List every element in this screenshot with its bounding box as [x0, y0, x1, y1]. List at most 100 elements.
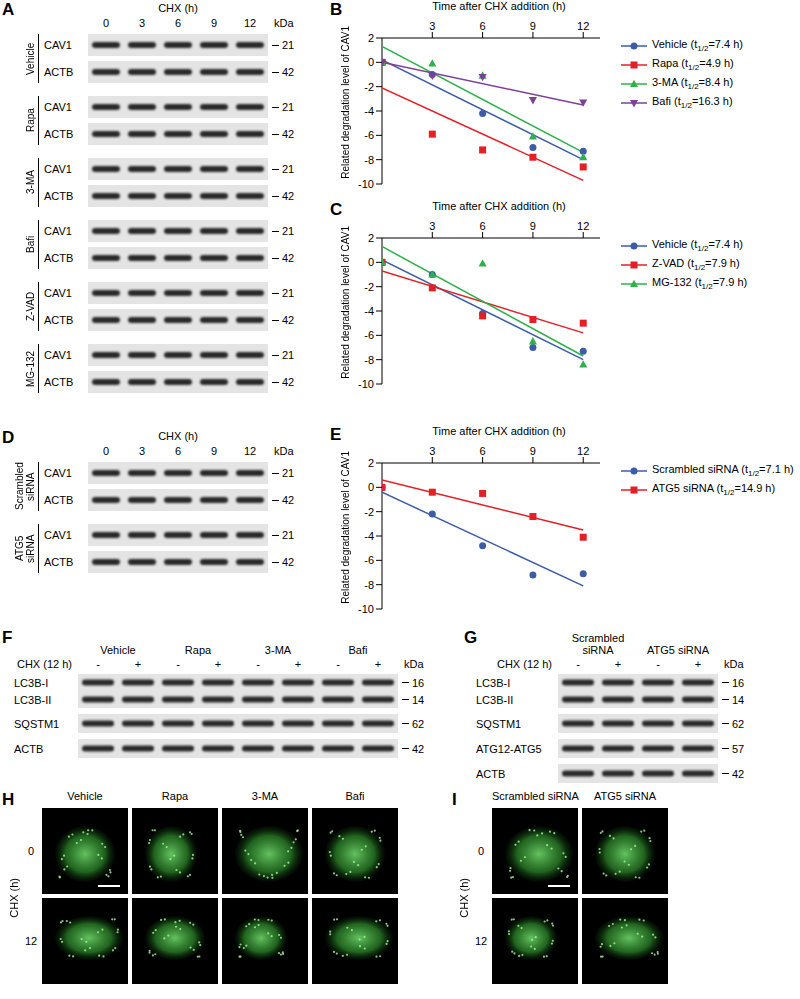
svg-text:-8: -8 — [364, 579, 374, 591]
html-text:ACTB: ACTB — [476, 767, 506, 780]
svg-text:2: 2 — [368, 457, 374, 469]
svg-text:12: 12 — [577, 445, 589, 457]
html-text:62: 62 — [412, 717, 425, 730]
html-text:ATG5 siRNA: ATG5 siRNA — [646, 643, 710, 656]
html-text:ATG5 siRNA: ATG5 siRNA — [14, 534, 36, 563]
html-text:42: 42 — [282, 252, 295, 264]
html-text:42: 42 — [282, 314, 295, 326]
html-text:ACTB: ACTB — [44, 66, 74, 78]
svg-text:-10: -10 — [358, 378, 374, 390]
html-text:14: 14 — [412, 693, 425, 706]
svg-text:2: 2 — [368, 32, 374, 44]
svg-text:9: 9 — [530, 20, 536, 32]
html-text:ATG5 siRNA (t1/2=14.9 h): ATG5 siRNA (t1/2=14.9 h) — [652, 481, 776, 498]
html-text:16: 16 — [732, 676, 745, 689]
html-text:SQSTM1: SQSTM1 — [476, 717, 522, 730]
svg-text:-2: -2 — [364, 81, 374, 93]
html-text:B: B — [330, 0, 343, 19]
html-text:21: 21 — [282, 163, 295, 175]
html-text:LC3B-I: LC3B-I — [476, 676, 511, 689]
html-text:D: D — [2, 428, 15, 447]
svg-text:3: 3 — [429, 20, 435, 32]
html-text:A: A — [2, 0, 15, 19]
html-text:ACTB: ACTB — [44, 314, 74, 326]
html-text:MG-132 (t1/2=7.9 h): MG-132 (t1/2=7.9 h) — [652, 275, 748, 292]
html-text:ACTB: ACTB — [44, 190, 74, 202]
html-text:Scrambled siRNA (t1/2=7.1 h): Scrambled siRNA (t1/2=7.1 h) — [652, 462, 794, 479]
svg-text:6: 6 — [480, 220, 486, 232]
svg-text:0: 0 — [368, 256, 374, 268]
html-text:G: G — [464, 628, 478, 647]
html-text:CAV1: CAV1 — [44, 349, 72, 361]
html-text:C: C — [330, 200, 343, 219]
html-text:62: 62 — [732, 717, 745, 730]
html-text:21: 21 — [282, 39, 295, 51]
html-text:16: 16 — [412, 676, 425, 689]
html-text:CAV1: CAV1 — [44, 39, 72, 51]
html-text:42: 42 — [732, 767, 745, 780]
html-text:Rapa (t1/2=4.9 h): Rapa (t1/2=4.9 h) — [652, 56, 734, 73]
html-text:kDa: kDa — [274, 17, 294, 29]
html-text:Rapa: Rapa — [184, 643, 212, 656]
html-text:SQSTM1: SQSTM1 — [14, 717, 60, 730]
svg-text:9: 9 — [530, 220, 536, 232]
html-text:3-MA (t1/2=8.4 h): 3-MA (t1/2=8.4 h) — [652, 75, 734, 92]
html-text:Bafi (t1/2=16.3 h): Bafi (t1/2=16.3 h) — [652, 94, 733, 111]
svg-text:12: 12 — [577, 20, 589, 32]
html-text:CAV1: CAV1 — [44, 163, 72, 175]
svg-text:9: 9 — [530, 445, 536, 457]
html-text:Vehicle (t1/2=7.4 h): Vehicle (t1/2=7.4 h) — [652, 237, 743, 254]
html-text:Vehicle: Vehicle — [100, 643, 136, 656]
svg-text:-6: -6 — [364, 129, 374, 141]
html-text:42: 42 — [282, 190, 295, 202]
svg-text:-8: -8 — [364, 354, 374, 366]
html-text:CAV1: CAV1 — [44, 225, 72, 237]
html-text:Scrambled siRNA: Scrambled siRNA — [571, 631, 625, 656]
svg-text:-2: -2 — [364, 281, 374, 293]
html-text:21: 21 — [282, 101, 295, 113]
svg-text:-10: -10 — [358, 603, 374, 615]
svg-text:6: 6 — [480, 20, 486, 32]
html-text:21: 21 — [282, 349, 295, 361]
svg-text:-4: -4 — [364, 305, 374, 317]
html-text:LC3B-II: LC3B-II — [14, 693, 52, 706]
svg-text:-4: -4 — [364, 530, 374, 542]
svg-text:-10: -10 — [358, 178, 374, 190]
svg-text:-6: -6 — [364, 329, 374, 341]
html-text:Scrambled siRNA: Scrambled siRNA — [14, 462, 36, 511]
html-text:21: 21 — [282, 287, 295, 299]
html-text:ACTB: ACTB — [44, 376, 74, 388]
html-text:Bafi: Bafi — [348, 643, 368, 656]
html-text:ACTB: ACTB — [44, 128, 74, 140]
html-text:CAV1: CAV1 — [44, 287, 72, 299]
html-text:LC3B-II: LC3B-II — [476, 693, 514, 706]
svg-text:3: 3 — [429, 445, 435, 457]
html-text:57: 57 — [732, 742, 745, 755]
html-text:ACTB: ACTB — [14, 742, 44, 755]
svg-text:-2: -2 — [364, 506, 374, 518]
svg-text:2: 2 — [368, 232, 374, 244]
svg-text:12: 12 — [577, 220, 589, 232]
html-text:CAV1: CAV1 — [44, 101, 72, 113]
html-text:42: 42 — [412, 742, 425, 755]
html-text:42: 42 — [282, 128, 295, 140]
svg-text:0: 0 — [368, 56, 374, 68]
html-text:14: 14 — [732, 693, 745, 706]
svg-text:-4: -4 — [364, 105, 374, 117]
html-text:42: 42 — [282, 66, 295, 78]
html-text:12: 12 — [243, 17, 257, 29]
html-text:CHX (h): CHX (h) — [158, 2, 198, 14]
html-text:H: H — [2, 790, 15, 809]
html-text:21: 21 — [282, 225, 295, 237]
svg-text:-6: -6 — [364, 554, 374, 566]
svg-text:-8: -8 — [364, 154, 374, 166]
svg-text:3: 3 — [429, 220, 435, 232]
html-text:Vehicle (t1/2=7.4 h): Vehicle (t1/2=7.4 h) — [652, 37, 743, 54]
html-text:ATG12-ATG5: ATG12-ATG5 — [476, 742, 542, 755]
svg-text:6: 6 — [480, 445, 486, 457]
html-text:ACTB: ACTB — [44, 252, 74, 264]
html-text:LC3B-I: LC3B-I — [14, 676, 49, 689]
svg-text:0: 0 — [368, 481, 374, 493]
html-text:Z-VAD (t1/2=7.9 h): Z-VAD (t1/2=7.9 h) — [652, 256, 740, 273]
html-text:3-MA: 3-MA — [264, 643, 292, 656]
